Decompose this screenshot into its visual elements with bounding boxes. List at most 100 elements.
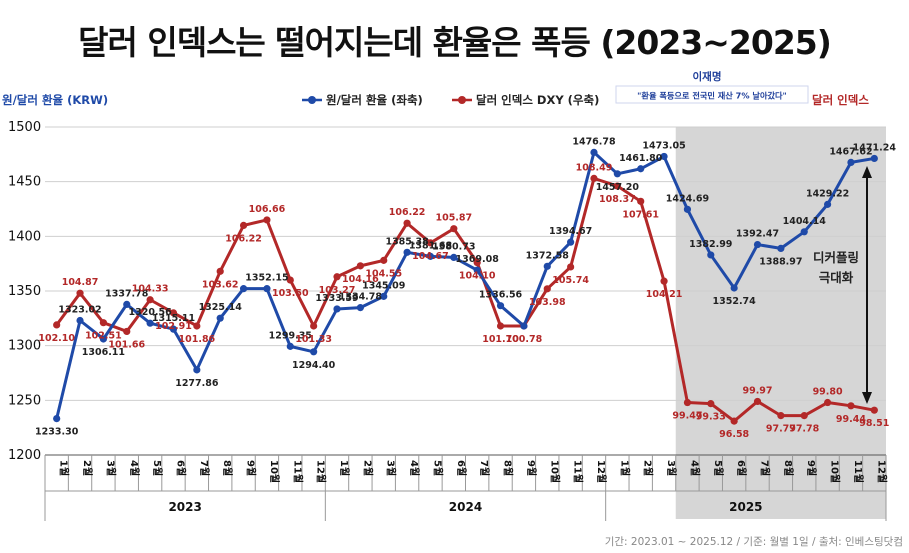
krw-data-label: 1315.11: [152, 313, 195, 324]
dxy-point: [753, 397, 762, 406]
dxy-line: [55, 176, 875, 423]
dxy-point: [239, 221, 248, 229]
dxy-point: [286, 276, 294, 284]
dxy-data-label: 102.51: [85, 331, 122, 342]
krw-point: [520, 322, 528, 330]
arrow-head-up: [862, 166, 872, 178]
dxy-data-label: 104.67: [412, 251, 449, 262]
dxy-data-label: 108.49: [576, 162, 613, 173]
dxy-data-label: 102.91: [155, 321, 192, 332]
krw-point: [707, 251, 715, 259]
arrow-head-down: [862, 392, 872, 404]
krw-data-label: 1325.14: [199, 302, 243, 313]
dxy-data-label: 99.80: [813, 387, 843, 398]
y-tick-label: 1500: [8, 120, 41, 135]
krw-point: [660, 152, 668, 161]
dxy-point: [403, 219, 411, 227]
krw-data-label: 1299.35: [269, 330, 312, 341]
y-axis-title-left: 원/달러 환율 (KRW): [2, 93, 108, 107]
krw-data-label: 1467.62: [829, 146, 872, 157]
dxy-data-label: 100.78: [506, 334, 543, 345]
month-label: 7월: [478, 460, 490, 476]
dxy-data-label: 108.37: [599, 194, 636, 205]
dxy-data-label: 99.97: [742, 385, 772, 396]
krw-data-label: 1473.05: [642, 140, 685, 151]
krw-data-label: 1424.69: [666, 193, 709, 204]
dxy-point: [730, 417, 738, 425]
krw-point: [263, 285, 271, 293]
y-tick-label: 1200: [8, 448, 41, 463]
month-label: 5월: [712, 460, 724, 476]
month-label: 12월: [315, 460, 327, 483]
decoupling-label-line2: 극대화: [819, 270, 854, 285]
month-label: 8월: [221, 460, 233, 476]
legend-label: 달러 인덱스 DXY (우축): [476, 93, 599, 107]
dxy-data-label: 101.33: [295, 334, 332, 345]
krw-point: [613, 170, 621, 178]
month-label: 10월: [268, 460, 280, 483]
month-label: 6월: [735, 460, 747, 476]
month-label: 8월: [782, 460, 794, 476]
dxy-point: [800, 412, 808, 420]
krw-data-label: 1333.59: [315, 293, 358, 304]
year-label: 2025: [729, 500, 762, 514]
dxy-data-label: 104.87: [62, 277, 99, 288]
dxy-data-label: 104.33: [132, 284, 169, 295]
krw-data-label: 1372.58: [526, 250, 570, 261]
month-label: 2월: [361, 460, 373, 476]
dxy-point: [637, 197, 645, 205]
legend-marker: [308, 96, 316, 104]
dxy-point: [216, 267, 224, 275]
month-label: 8월: [502, 460, 514, 476]
krw-data-label: 1394.67: [549, 226, 592, 237]
month-label: 11월: [572, 460, 584, 483]
krw-point: [496, 302, 505, 310]
month-label: 9월: [805, 460, 817, 476]
dxy-point: [707, 400, 715, 408]
dxy-data-label: 104.16: [342, 274, 379, 285]
dxy-point: [356, 262, 364, 270]
dxy-point: [660, 277, 668, 285]
dxy-point: [777, 412, 785, 420]
page-title: 달러 인덱스는 떨어지는데 환율은 폭등 (2023~2025): [78, 23, 832, 62]
dxy-data-label: 105.87: [435, 213, 472, 224]
y-tick-label: 1350: [8, 284, 41, 299]
krw-data-label: 1476.78: [572, 136, 616, 147]
dxy-data-label: 102.10: [38, 333, 75, 344]
dxy-point: [683, 398, 692, 407]
dxy-data-label: 98.51: [859, 418, 889, 429]
dxy-data-label: 101.66: [108, 339, 145, 350]
dxy-point: [543, 285, 551, 293]
dxy-point: [473, 258, 481, 267]
dxy-data-label: 106.66: [249, 204, 286, 215]
month-label: 5월: [431, 460, 443, 476]
krw-data-label: 1382.99: [689, 239, 732, 250]
dxy-point: [263, 216, 271, 224]
month-label: 12월: [595, 460, 607, 483]
month-label: 2월: [81, 460, 93, 476]
krw-point: [590, 148, 598, 156]
krw-data-label: 1334.78: [339, 292, 383, 303]
dxy-data-label: 99.47: [672, 411, 702, 422]
krw-data-label: 1429.22: [806, 188, 849, 199]
krw-point: [216, 314, 224, 322]
krw-line: [55, 150, 875, 419]
month-label: 10월: [829, 460, 841, 483]
krw-point: [146, 319, 154, 327]
year-label: 2023: [168, 500, 201, 514]
dxy-data-label: 107.61: [622, 209, 659, 220]
krw-point: [356, 304, 364, 312]
annotation-box: [615, 85, 809, 104]
dxy-point: [567, 263, 575, 271]
footer-source: 기간: 2023.01 ~ 2025.12 / 기준: 월별 1일 / 출처: …: [604, 536, 903, 548]
y-tick-label: 1450: [8, 175, 41, 190]
annotation-text: "환율 폭등으로 전국민 재산 7% 날아갔다": [637, 91, 787, 101]
dxy-data-label: 96.58: [719, 429, 749, 440]
month-label: 12월: [875, 460, 887, 483]
krw-point: [473, 266, 481, 274]
annotation-name: 이재명: [693, 70, 722, 83]
shaded-region: [675, 127, 886, 519]
dxy-point: [123, 327, 131, 336]
krw-point: [450, 253, 458, 262]
